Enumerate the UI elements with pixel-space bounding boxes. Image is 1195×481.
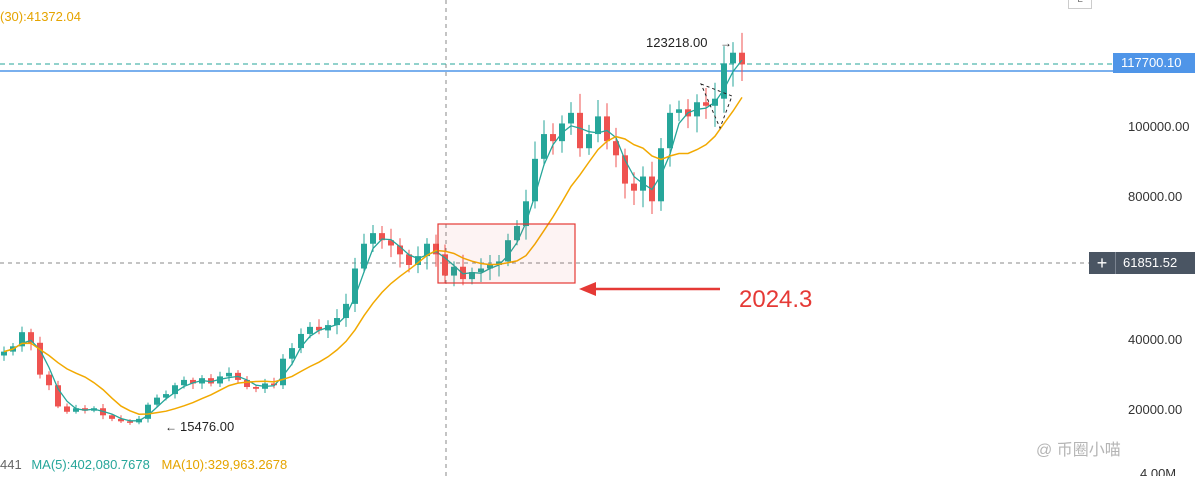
candle-body (109, 415, 115, 419)
candle-body (127, 421, 133, 423)
candle-body (730, 52, 736, 64)
volume-tick-label: 4.00M (1140, 466, 1176, 476)
y-tick-label: 20000.00 (1128, 402, 1182, 417)
candle-body (145, 404, 151, 419)
y-tick-label: 40000.00 (1128, 332, 1182, 347)
indicator-legend: 441 MA(5):402,080.7678 MA(10):329,963.26… (0, 457, 287, 472)
candle-body (28, 332, 34, 343)
candle-body (280, 358, 286, 386)
ma5-label: MA(5):402,080.7678 (31, 457, 150, 472)
candle-body (118, 418, 124, 422)
candle-body (316, 326, 322, 331)
consolidation-box (437, 223, 576, 284)
low-annotation: 15476.00 (180, 419, 234, 434)
ma-fast-line (3, 59, 743, 422)
candle-body (451, 266, 457, 276)
candle-body (496, 261, 502, 265)
right-arrow-icon: → (720, 36, 732, 50)
candle-body (208, 378, 214, 384)
candle-body (19, 332, 25, 347)
candle-body (163, 394, 169, 398)
candle-body (523, 201, 529, 227)
watermark: @ 币圈小喵 (1036, 442, 1121, 459)
ma30-label: (30):41372.04 (0, 9, 81, 24)
candle-body (190, 379, 196, 384)
candle-body (505, 240, 511, 262)
candle-body (577, 112, 583, 149)
candle-body (244, 379, 250, 388)
candle-body (271, 383, 277, 386)
candle-body (478, 268, 484, 273)
candle-body (487, 264, 493, 269)
candle-body (514, 226, 520, 241)
high-annotation: 123218.00 (646, 35, 707, 50)
candle-body (388, 240, 394, 246)
candle-body (226, 372, 232, 377)
left-arrow-icon: ← (165, 420, 177, 434)
y-tick-label: 100000.00 (1128, 119, 1189, 134)
candle-body (253, 387, 259, 389)
candle-body (181, 379, 187, 386)
candle-body (298, 333, 304, 349)
crosshair-price-value: 61851.52 (1123, 255, 1178, 270)
candle-body (532, 158, 538, 202)
candle-body (370, 233, 376, 244)
volume-fragment: 441 (0, 457, 22, 472)
candle-body (397, 245, 403, 255)
candle-body (82, 408, 88, 411)
candle-body (631, 183, 637, 191)
candle-body (379, 233, 385, 241)
y-tick-label: 80000.00 (1128, 189, 1182, 204)
ma-slow-line (3, 96, 743, 415)
candle-body (550, 134, 556, 142)
candle-body (55, 385, 61, 407)
candle-body (667, 112, 673, 149)
candle-body (289, 348, 295, 359)
candle-body (352, 268, 358, 304)
candle-body (541, 134, 547, 159)
candle-body (568, 112, 574, 124)
candle-body (739, 52, 745, 65)
candle-body (334, 318, 340, 326)
candle-body (613, 141, 619, 156)
candle-body (343, 303, 349, 319)
candle-body (703, 102, 709, 106)
candle-body (433, 243, 439, 255)
candle-body (154, 397, 160, 405)
candle-body (442, 254, 448, 276)
candle-body (37, 342, 43, 375)
current-price-tag: 117700.10 (1113, 53, 1195, 73)
candle-body (406, 254, 412, 265)
candle-body (469, 272, 475, 280)
candle-body (721, 63, 727, 99)
candle-body (595, 116, 601, 135)
arrow-head-icon (579, 282, 596, 296)
candle-body (424, 243, 430, 257)
candle-body (73, 408, 79, 412)
candle-body (46, 374, 52, 386)
candle-body (676, 109, 682, 113)
candle-body (622, 155, 628, 184)
scale-toggle-button[interactable]: L (1068, 0, 1092, 9)
event-label: 2024.3 (739, 286, 812, 313)
candle-body (415, 256, 421, 265)
crosshair-price-tag[interactable]: + 61851.52 (1089, 252, 1195, 274)
candle-body (307, 326, 313, 334)
candle-body (172, 385, 178, 395)
candle-body (1, 351, 7, 356)
candle-body (64, 406, 70, 412)
candle-body (361, 243, 367, 269)
flag-pattern (700, 83, 733, 130)
candle-body (586, 134, 592, 149)
plus-icon[interactable]: + (1089, 252, 1116, 274)
candle-body (604, 116, 610, 142)
ma10-label: MA(10):329,963.2678 (161, 457, 288, 472)
